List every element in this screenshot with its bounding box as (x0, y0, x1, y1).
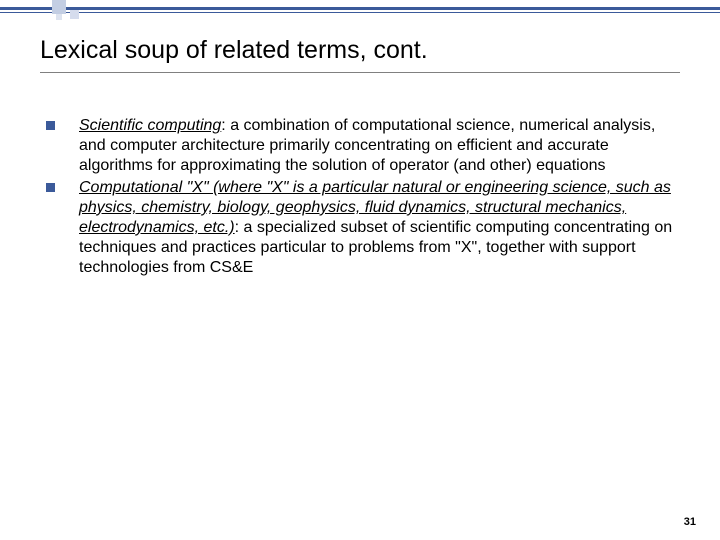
header-square-icon (56, 14, 62, 20)
page-number: 31 (684, 516, 696, 528)
slide-title: Lexical soup of related terms, cont. (40, 36, 428, 65)
bullet-text: Scientific computing: a combination of c… (79, 116, 680, 176)
bullet-item: Scientific computing: a combination of c… (40, 116, 680, 176)
bullet-term: Scientific computing (79, 117, 221, 134)
header-line-thin (0, 12, 720, 13)
header-decoration (0, 0, 720, 22)
title-underline (40, 72, 680, 73)
header-square-icon (52, 0, 66, 14)
bullet-item: Computational "X" (where "X" is a partic… (40, 178, 680, 278)
square-bullet-icon (46, 183, 55, 192)
slide-body: Scientific computing: a combination of c… (40, 116, 680, 280)
header-line-thick (0, 7, 720, 10)
bullet-text: Computational "X" (where "X" is a partic… (79, 178, 680, 278)
header-square-icon (70, 10, 79, 19)
square-bullet-icon (46, 121, 55, 130)
